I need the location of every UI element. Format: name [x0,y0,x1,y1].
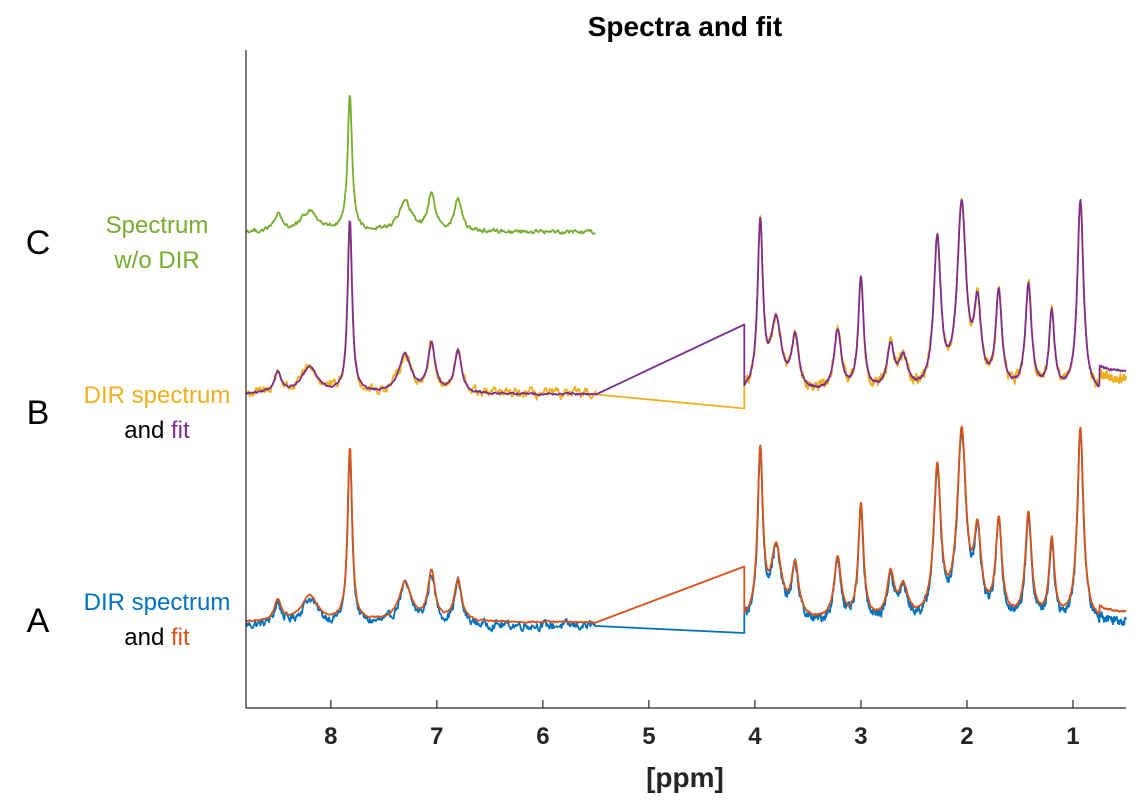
label-b-line1: DIR spectrum [84,382,231,409]
x-tick-label: 3 [854,723,867,750]
label-letter-c: C [26,224,51,262]
x-tick-label: 4 [748,723,762,750]
label-b-and: and [124,417,171,444]
series-line-b-2 [245,197,1127,410]
label-c-line1: Spectrum [106,212,209,239]
series-line-b-3 [245,198,1127,397]
label-a-and: and [124,624,171,651]
x-tick-label: 1 [1066,723,1079,750]
label-b-line2: and fit [124,417,190,444]
x-ticks: 8 7 6 5 4 3 2 1 [324,700,1080,750]
series-line-c-4 [245,94,596,235]
label-c-line2: w/o DIR [113,247,199,274]
series-line-a-0 [245,430,1127,634]
label-a-line1: DIR spectrum [84,589,231,616]
x-axis-label: [ppm] [646,762,724,793]
x-tick-label: 8 [324,723,337,750]
series-line-a-1 [245,425,1127,624]
label-letter-b: B [27,394,50,432]
x-tick-label: 7 [430,723,443,750]
chart-title: Spectra and fit [588,11,782,42]
label-letter-a: A [27,602,50,640]
x-tick-label: 5 [642,723,655,750]
label-a-line2: and fit [124,624,190,651]
series-layer [245,94,1127,634]
label-b-fit: fit [171,417,190,444]
x-tick-label: 6 [536,723,549,750]
x-tick-label: 2 [960,723,973,750]
label-a-fit: fit [171,624,190,651]
